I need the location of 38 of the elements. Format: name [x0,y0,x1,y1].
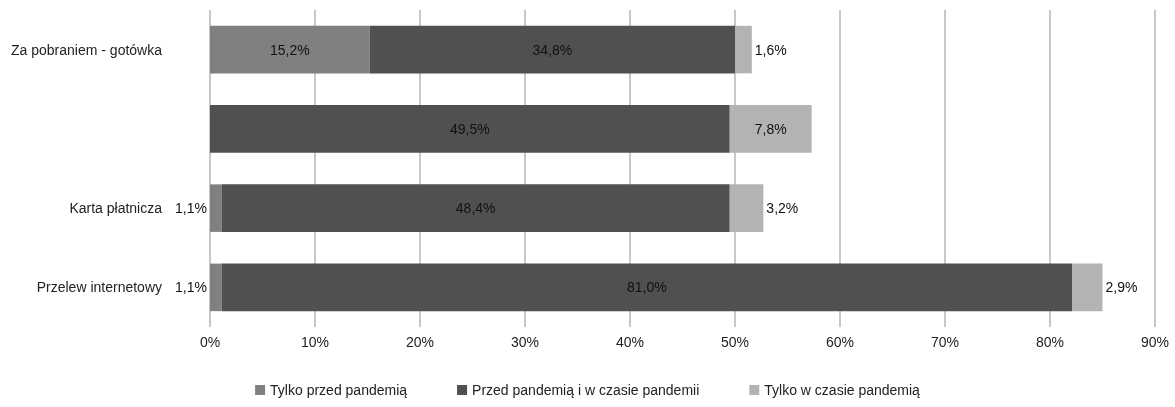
x-tick-label: 50% [720,334,750,350]
x-tick-label: 60% [825,334,855,350]
legend-label: Tylko w czasie pandemią [764,382,921,398]
data-label: 49,5% [450,120,490,137]
x-tick-label: 90% [1140,334,1170,350]
x-tick-label: 10% [300,334,330,350]
y-tick-label: Przelew internetowy [36,279,162,296]
bar [210,184,222,232]
data-label: 48,4% [455,200,496,217]
legend-label: Tylko przed pandemią [270,382,408,398]
data-label: 81,0% [626,279,667,296]
bar [735,25,752,74]
bar [729,105,812,153]
data-label: 7,8% [754,120,787,137]
x-tick-label: 20% [405,334,435,350]
bar [210,25,370,74]
x-tick-label: 30% [510,334,540,350]
data-label: 2,9% [1105,279,1138,296]
legend-label: Przed pandemią i w czasie pandemii [472,382,700,398]
bar [210,263,222,312]
data-label: 3,2% [766,200,799,217]
data-label: 34,8% [532,41,573,58]
bar [210,105,730,153]
data-label: 15,2% [269,41,310,58]
data-label: 1,1% [175,279,207,296]
x-tick-label: 80% [1035,334,1065,350]
x-tick-label: 0% [199,334,221,350]
y-tick-label: Za pobraniem - gotówka [11,41,163,58]
bar [221,184,730,232]
y-tick-label: Karta płatnicza [69,200,163,217]
bar [729,184,764,232]
bar [221,263,1073,312]
x-tick-label: 40% [615,334,645,350]
bar [1072,263,1103,312]
x-tick-label: 70% [930,334,960,350]
data-label: 1,6% [754,41,787,58]
bar [369,25,735,74]
data-label: 1,1% [175,200,207,217]
